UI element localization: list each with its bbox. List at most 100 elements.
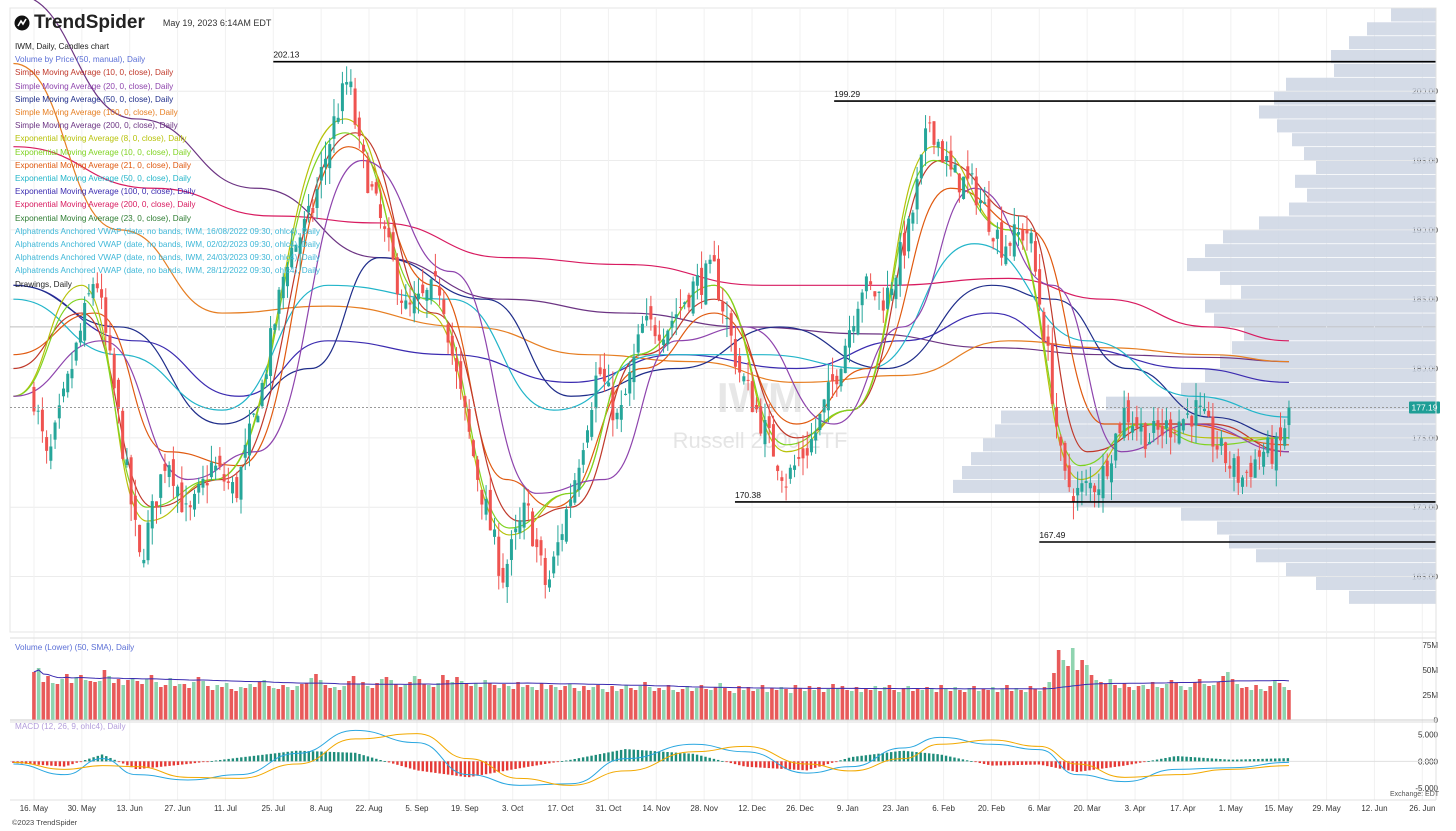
legend-item[interactable]: Exponential Moving Average (50, 0, close… [15,174,191,184]
legend-item[interactable]: Simple Moving Average (10, 0, close), Da… [15,68,174,78]
legend-item[interactable]: Alphatrends Anchored VWAP (date, no band… [15,226,320,236]
macd-histogram-bar [320,751,323,762]
volume-bar [361,682,365,720]
volume-by-price-bar [1334,63,1436,77]
legend-item[interactable]: Simple Moving Average (100, 0, close), D… [15,108,178,118]
volume-bar [497,688,502,720]
volume-bar [1169,680,1174,720]
macd-histogram-bar [1214,758,1218,762]
macd-histogram-bar [193,761,197,764]
volume-by-price-bar [1286,563,1436,577]
macd-histogram-bar [877,753,880,762]
legend-item[interactable]: IWM, Daily, Candles chart [15,42,110,51]
volume-bar [1254,685,1258,720]
macd-histogram-bar [1210,758,1214,762]
volume-bar [379,679,384,720]
macd-histogram-bar [898,751,901,762]
volume-bar [784,689,788,720]
candle-body [1080,483,1084,492]
macd-histogram-bar [771,761,775,769]
volume-bar [502,684,506,720]
macd-histogram-bar [396,761,399,765]
legend-item[interactable]: Alphatrends Anchored VWAP (date, no band… [15,240,320,250]
legend-item[interactable]: Exponential Moving Average (100, 0, clos… [15,187,196,197]
volume-bar [981,689,986,720]
legend-item[interactable]: Exponential Moving Average (23, 0, close… [15,213,191,223]
macd-histogram-bar [1105,761,1108,769]
candle-body [336,117,340,123]
legend-item[interactable]: Drawings, Daily [15,279,72,289]
candle-body [1139,423,1143,432]
candle-body [264,374,268,380]
volume-bar [976,691,981,720]
legend-item[interactable]: Alphatrends Anchored VWAP (date, no band… [15,266,320,276]
candle-body [509,539,513,560]
volume-bar [1183,690,1188,720]
macd-histogram-bar [354,752,357,762]
volume-sma-line [33,669,1289,690]
macd-histogram-bar [691,753,695,762]
volume-pane-label: Volume (Lower) (50, SMA), Daily [15,643,135,652]
volume-bar [629,688,633,720]
macd-histogram-bar [155,761,159,768]
volume-bar [1038,691,1042,720]
legend-item[interactable]: Alphatrends Anchored VWAP (date, no band… [15,253,320,263]
macd-histogram-bar [628,749,631,762]
macd-histogram-bar [134,761,137,770]
candle-body [459,361,463,389]
macd-histogram-bar [1202,757,1205,762]
candle-body [1181,419,1185,431]
candle-body [91,284,95,299]
candle-body [1021,229,1025,241]
candle-body [531,511,535,547]
macd-histogram [12,749,1290,778]
candle-body [383,226,387,229]
macd-histogram-bar [1037,761,1041,765]
candle-body [843,345,847,374]
volume-bar [1005,685,1009,720]
candle-body [607,382,611,387]
legend-item[interactable]: Exponential Moving Average (10, 0, close… [15,147,191,157]
candle-body [471,440,475,457]
volume-by-price-bar [1289,202,1436,216]
candle-body [881,300,885,311]
volume-bar [88,681,93,720]
legend-item[interactable]: Exponential Moving Average (200, 0, clos… [15,200,196,210]
legend-item[interactable]: Simple Moving Average (50, 0, close), Da… [15,94,174,104]
volume-bar [835,688,840,720]
volume-bar [972,686,976,720]
volume-by-price-bar [1316,576,1436,590]
legend-item[interactable]: Exponential Moving Average (8, 0, close)… [15,134,187,144]
candle-body [687,294,691,308]
legend-item[interactable]: Volume by Price (50, manual), Daily [15,55,146,65]
volume-bar [206,686,210,720]
volume-bar [97,681,102,720]
volume-bar [751,691,755,720]
candle-body [40,409,44,432]
candle-body [501,567,505,583]
macd-histogram-bar [75,761,78,763]
candle-body [691,281,695,314]
candle-body [640,323,644,333]
legend-item[interactable]: Simple Moving Average (20, 0, close), Da… [15,81,174,91]
macd-histogram-bar [1155,759,1159,762]
volume-bar [323,685,328,720]
last-price-tag [1409,401,1440,414]
candle-body [1042,311,1046,342]
x-tick-label: 9. Jan [837,804,859,813]
volume-bar [911,691,915,720]
volume-bar [661,690,666,720]
volume-by-price-bar [1187,258,1436,272]
candle-body [814,432,818,441]
legend-item[interactable]: Simple Moving Average (200, 0, close), D… [15,121,178,131]
candle-body [805,448,809,456]
legend-item[interactable]: Exponential Moving Average (21, 0, close… [15,160,191,170]
macd-histogram-bar [822,761,825,766]
x-tick-label: 16. May [20,804,48,813]
candle-body [1207,410,1211,417]
volume-by-price-bar [1304,147,1436,161]
macd-histogram-bar [1071,761,1074,772]
volume-bar [727,691,732,720]
